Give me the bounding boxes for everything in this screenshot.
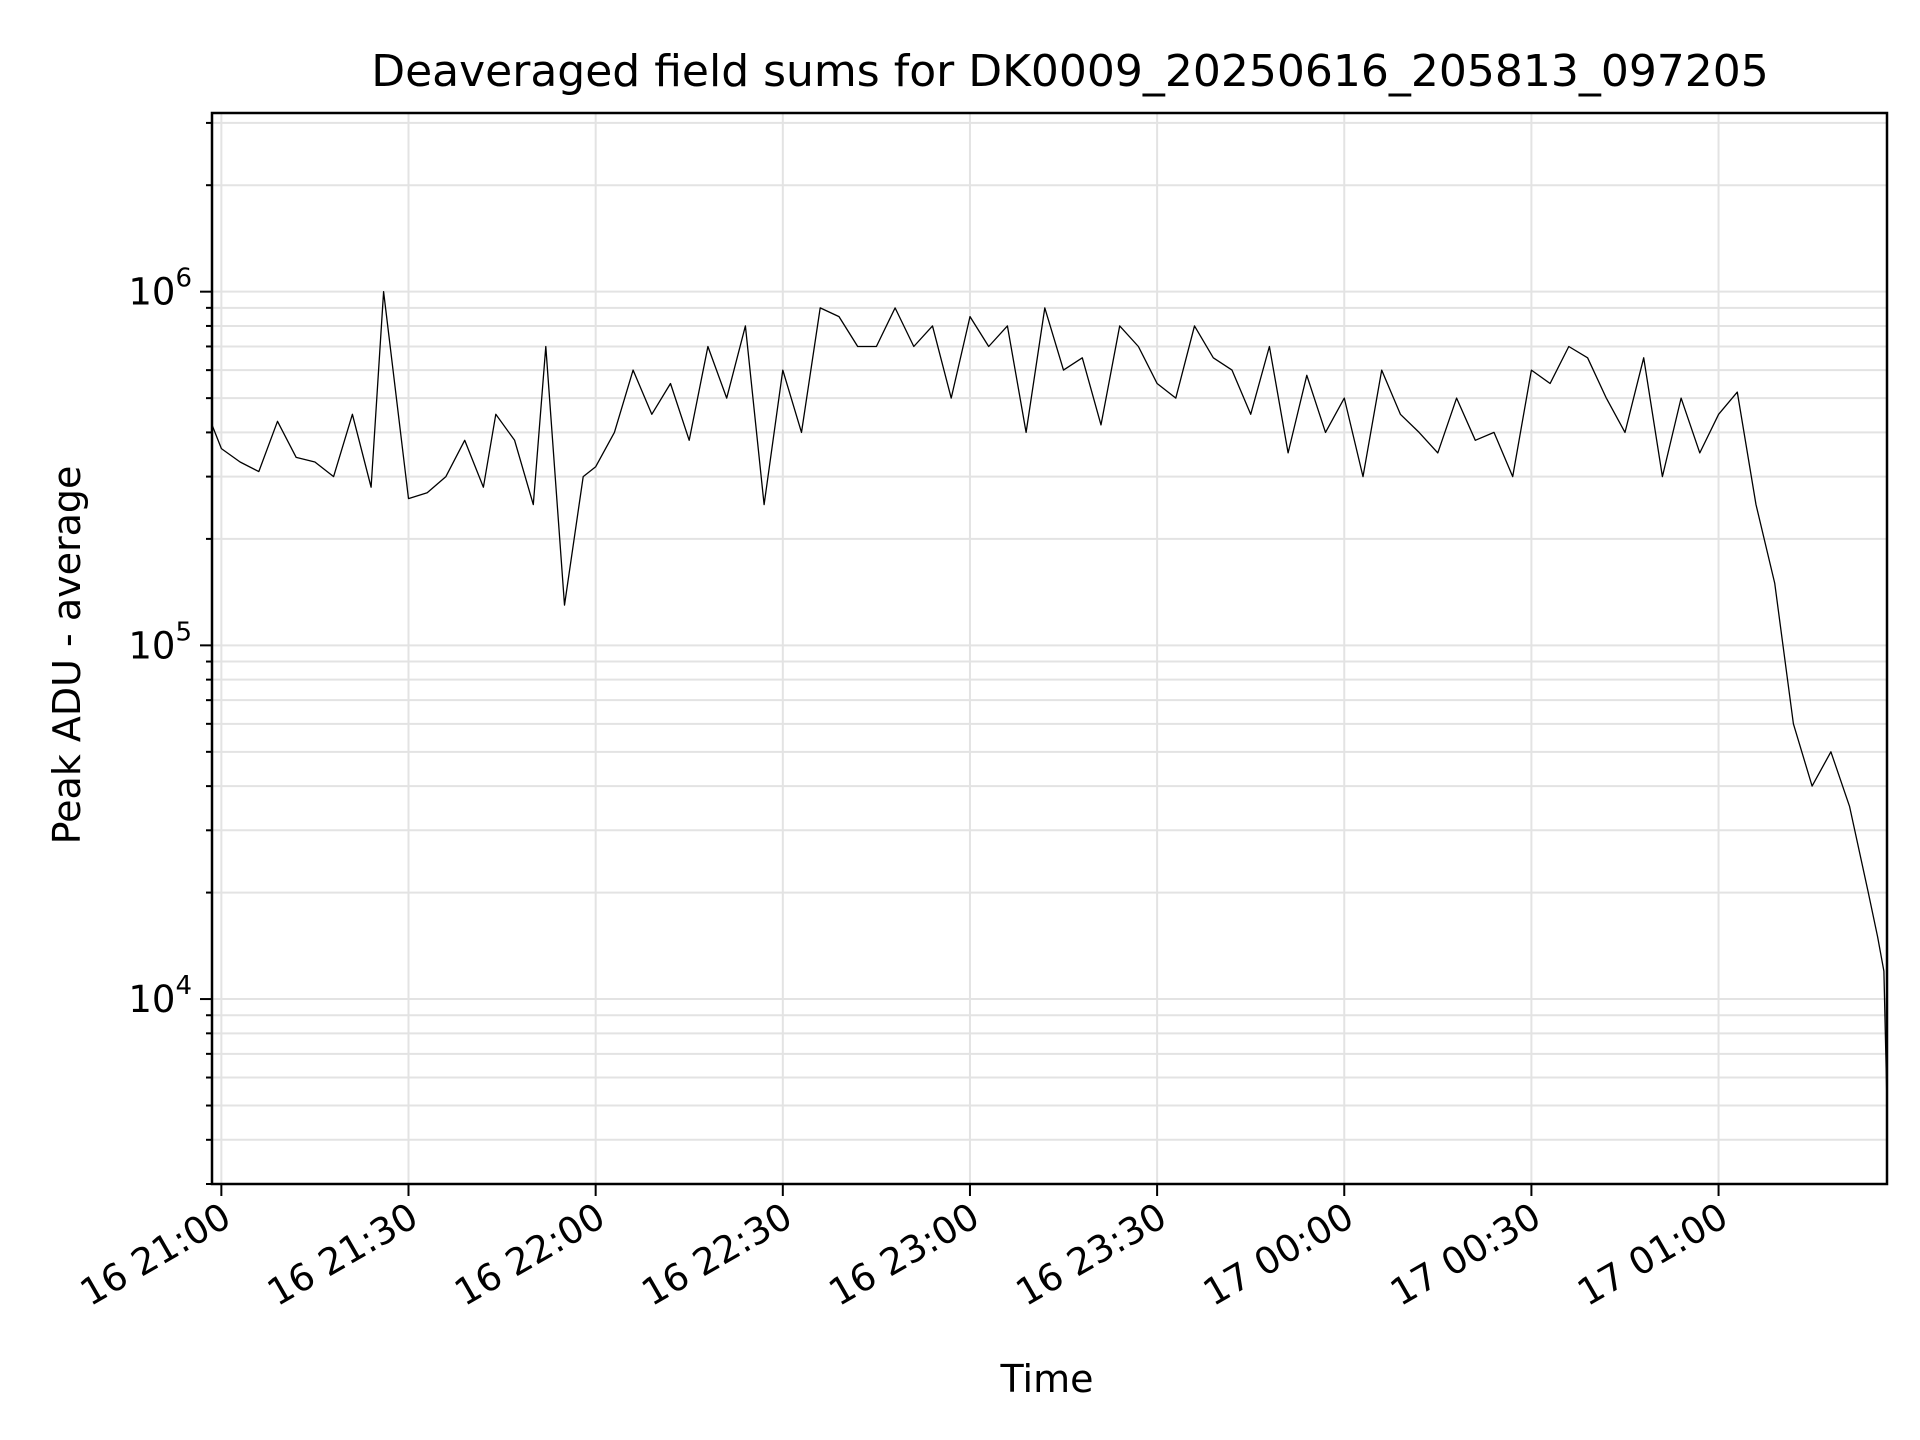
y-tick-label: 105 [128,617,192,667]
grid [212,113,1887,1185]
x-axis-label: Time [1000,1357,1094,1401]
plot-frame [210,111,1889,1186]
series-line-peak-adu [211,291,1888,1106]
x-tick-label: 16 23:30 [1009,1195,1174,1315]
x-tick-label: 17 00:00 [1196,1195,1361,1315]
y-tick-base: 10 [128,624,175,667]
y-tick-base: 10 [128,978,175,1021]
x-tick-label: 16 22:00 [447,1195,612,1315]
x-tick-label: 16 21:30 [260,1195,425,1315]
y-tick-exponent: 4 [175,971,192,1001]
x-tick-label: 16 21:00 [73,1195,238,1315]
y-tick-label: 104 [128,971,192,1021]
y-tick-base: 10 [128,271,175,314]
y-axis-label: Peak ADU - average [45,466,89,845]
x-tick-label: 16 23:00 [822,1195,987,1315]
x-tick-label: 17 01:00 [1570,1195,1735,1315]
chart-title: Deaveraged field sums for DK0009_2025061… [371,46,1769,97]
x-tick-label: 17 00:30 [1383,1195,1548,1315]
y-tick-exponent: 5 [175,617,192,647]
y-tick-exponent: 6 [175,264,192,294]
x-axis: 16 21:00 16 21:30 16 22:00 16 22:30 16 23:00… [73,1184,1735,1315]
x-tick-label: 16 22:30 [634,1195,799,1315]
y-tick-label: 106 [128,264,192,314]
